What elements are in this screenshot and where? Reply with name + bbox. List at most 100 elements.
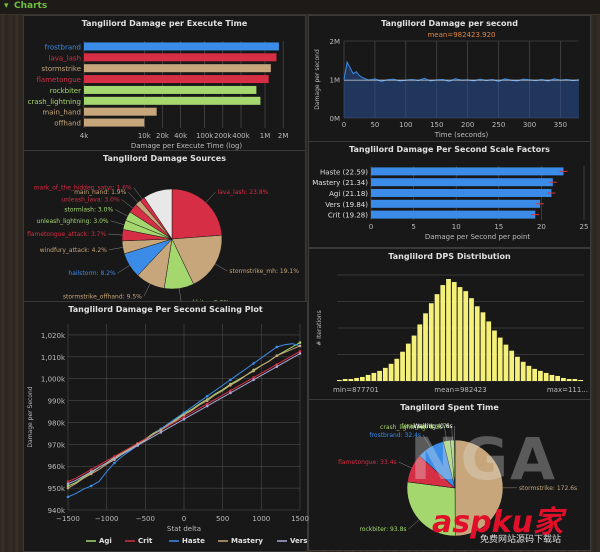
collapse-toggle-icon[interactable]: ▾ bbox=[4, 1, 9, 11]
x-tick-label: 20k bbox=[156, 132, 170, 140]
bar bbox=[84, 107, 157, 116]
label-leader bbox=[143, 283, 151, 297]
series-point bbox=[229, 391, 232, 395]
category-label: flametongue bbox=[37, 76, 81, 84]
label-leader bbox=[408, 519, 420, 530]
histogram-bar bbox=[377, 370, 382, 381]
distribution-title: Tanglilord DPS Distribution bbox=[388, 252, 511, 261]
label-leader bbox=[108, 247, 123, 251]
pie-slice bbox=[171, 188, 223, 240]
x-tick-label: 5 bbox=[411, 223, 415, 231]
label-leader bbox=[108, 233, 123, 236]
label-leader bbox=[110, 220, 125, 225]
slice-label: flametongue_attack: 3.7% bbox=[27, 231, 106, 238]
min-label: min=877701 bbox=[333, 386, 379, 394]
x-tick-label: 400k bbox=[232, 132, 250, 140]
histogram-bar bbox=[388, 363, 394, 381]
y-tick-label: 980k bbox=[48, 419, 66, 427]
bar bbox=[371, 189, 552, 197]
histogram-bar bbox=[549, 374, 555, 381]
histogram-bar bbox=[469, 298, 474, 381]
histogram-bar bbox=[555, 375, 561, 381]
pie-slice bbox=[454, 439, 456, 489]
bar bbox=[84, 118, 145, 127]
series-point bbox=[89, 484, 93, 488]
category-label: Haste (22.59) bbox=[320, 168, 368, 176]
histogram-bar bbox=[440, 285, 446, 381]
series-point bbox=[182, 413, 186, 417]
y-tick-label: 970k bbox=[48, 441, 66, 449]
category-label: Mastery (21.34) bbox=[312, 179, 368, 187]
slice-label: Waiting: 0.6s bbox=[414, 423, 453, 430]
slice-label: mark_of_the_hidden_satyr: 1.6% bbox=[34, 185, 132, 192]
scale-factors-panel: Tanglilord Damage Per Second Scale Facto… bbox=[308, 141, 591, 248]
histogram-bar bbox=[474, 306, 480, 381]
series-point bbox=[182, 415, 186, 419]
x-tick-label: 1500 bbox=[291, 515, 309, 523]
bar bbox=[371, 210, 536, 219]
series-point bbox=[205, 404, 209, 408]
category-label: rockbiter bbox=[50, 87, 81, 95]
label-leader bbox=[398, 461, 412, 469]
bar bbox=[84, 64, 271, 73]
histogram-bar bbox=[382, 367, 388, 381]
histogram-bar bbox=[394, 358, 400, 381]
series-point bbox=[159, 428, 163, 432]
dps-area bbox=[344, 62, 579, 118]
charts-header[interactable]: ▾ Charts bbox=[0, 0, 600, 15]
legend-label: Mastery bbox=[231, 537, 263, 545]
label-leader bbox=[121, 199, 133, 209]
histogram-bar bbox=[492, 330, 497, 381]
spent-time-pie-chart: stormstrike: 172.6s rockbiter: 93.8s flame… bbox=[338, 423, 577, 537]
legend-label: Agi bbox=[99, 537, 112, 545]
sources-title: Tanglilord Damage Sources bbox=[103, 154, 226, 163]
scaling-plot-panel: Tanglilord Damage Per Second Scaling Plo… bbox=[23, 301, 309, 552]
y-axis-label: Damage per second bbox=[314, 49, 321, 110]
series-point bbox=[298, 352, 302, 355]
label-leader bbox=[451, 426, 453, 441]
dps-title: Tanglilord Damage per second bbox=[381, 19, 518, 28]
charts-section-title[interactable]: Charts bbox=[14, 1, 48, 11]
category-label: stormstrike bbox=[41, 65, 81, 73]
label-leader bbox=[444, 426, 448, 441]
histogram-bar bbox=[457, 287, 463, 381]
x-tick-label: 50 bbox=[370, 121, 379, 129]
histogram-bar bbox=[497, 337, 503, 381]
x-tick-label: 20 bbox=[537, 223, 546, 231]
watermark-brand: aspku家 bbox=[432, 497, 563, 541]
label-leader bbox=[205, 191, 216, 203]
watermark-main: NGA bbox=[410, 425, 558, 493]
bar bbox=[371, 178, 553, 187]
x-tick-label: 0 bbox=[342, 121, 346, 129]
series-point bbox=[275, 345, 279, 349]
series-point bbox=[229, 378, 232, 382]
histogram-bar bbox=[509, 350, 515, 381]
series-point bbox=[275, 363, 279, 366]
series-point bbox=[113, 461, 116, 465]
histogram-bar bbox=[561, 377, 566, 381]
scaling-plot-title: Tanglilord Damage Per Second Scaling Plo… bbox=[68, 305, 263, 314]
histogram-bar bbox=[348, 378, 354, 381]
label-leader bbox=[115, 209, 128, 217]
histogram-bar bbox=[486, 321, 492, 381]
histogram-bar bbox=[532, 368, 538, 381]
x-tick-label: 40k bbox=[174, 132, 188, 140]
series-point bbox=[66, 484, 70, 488]
x-tick-label: −1500 bbox=[56, 515, 80, 523]
bar bbox=[371, 199, 541, 208]
bar bbox=[84, 85, 257, 94]
label-leader bbox=[133, 187, 143, 200]
distribution-chart: min=877701 mean=982423 max=111... # Iterati… bbox=[316, 274, 588, 394]
scaling-plot-chart: 940k 950k 960k 970k 980k 990k 1,000k 1,010k 1,02… bbox=[27, 324, 309, 545]
series-point bbox=[229, 389, 232, 393]
label-leader bbox=[117, 265, 130, 274]
slice-label: unleash_lightning: 3.0% bbox=[37, 218, 109, 225]
x-tick-label: 1M bbox=[260, 132, 271, 140]
x-axis-label: Damage per Second per point bbox=[425, 233, 531, 241]
max-label: max=111... bbox=[547, 386, 588, 394]
y-tick-label: 1,000k bbox=[41, 376, 66, 384]
category-label: frostbrand bbox=[45, 43, 81, 51]
histogram-bar bbox=[526, 365, 532, 381]
series-point bbox=[298, 344, 302, 348]
histogram-bar bbox=[451, 282, 457, 381]
